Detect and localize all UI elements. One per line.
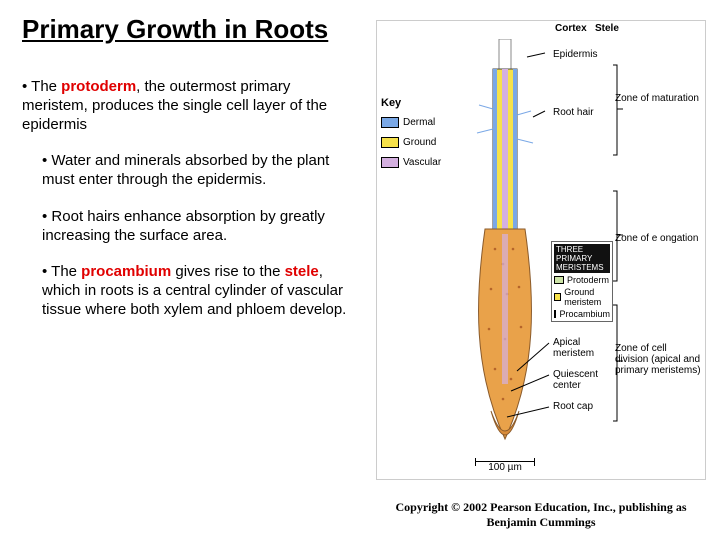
- b1-highlight: protoderm: [61, 78, 136, 95]
- bullet-list: • The protoderm, the outermost primary m…: [22, 78, 352, 338]
- b2: Water and minerals absorbed by the plant…: [42, 152, 329, 188]
- b4b: gives rise to the: [171, 263, 284, 280]
- scale-bar: 100 µm: [475, 461, 535, 473]
- scale-label: 100 µm: [475, 462, 535, 473]
- bullet-3: • Root hairs enhance absorption by great…: [42, 208, 352, 246]
- b3: Root hairs enhance absorption by greatly…: [42, 208, 325, 244]
- slide-title: Primary Growth in Roots: [22, 14, 328, 45]
- root-diagram: Cortex Stele Epidermis Root hair Key Der…: [376, 20, 706, 480]
- b4a: The: [51, 263, 81, 280]
- copyright-notice: Copyright © 2002 Pearson Education, Inc.…: [376, 500, 706, 530]
- b4-highlight-2: stele: [285, 263, 319, 280]
- b1a: The: [31, 78, 61, 95]
- bullet-1: • The protoderm, the outermost primary m…: [22, 78, 352, 134]
- bullet-2: • Water and minerals absorbed by the pla…: [42, 152, 352, 190]
- b4-highlight-1: procambium: [81, 263, 171, 280]
- bullet-4: • The procambium gives rise to the stele…: [42, 263, 352, 319]
- bracket-lines: [377, 21, 707, 481]
